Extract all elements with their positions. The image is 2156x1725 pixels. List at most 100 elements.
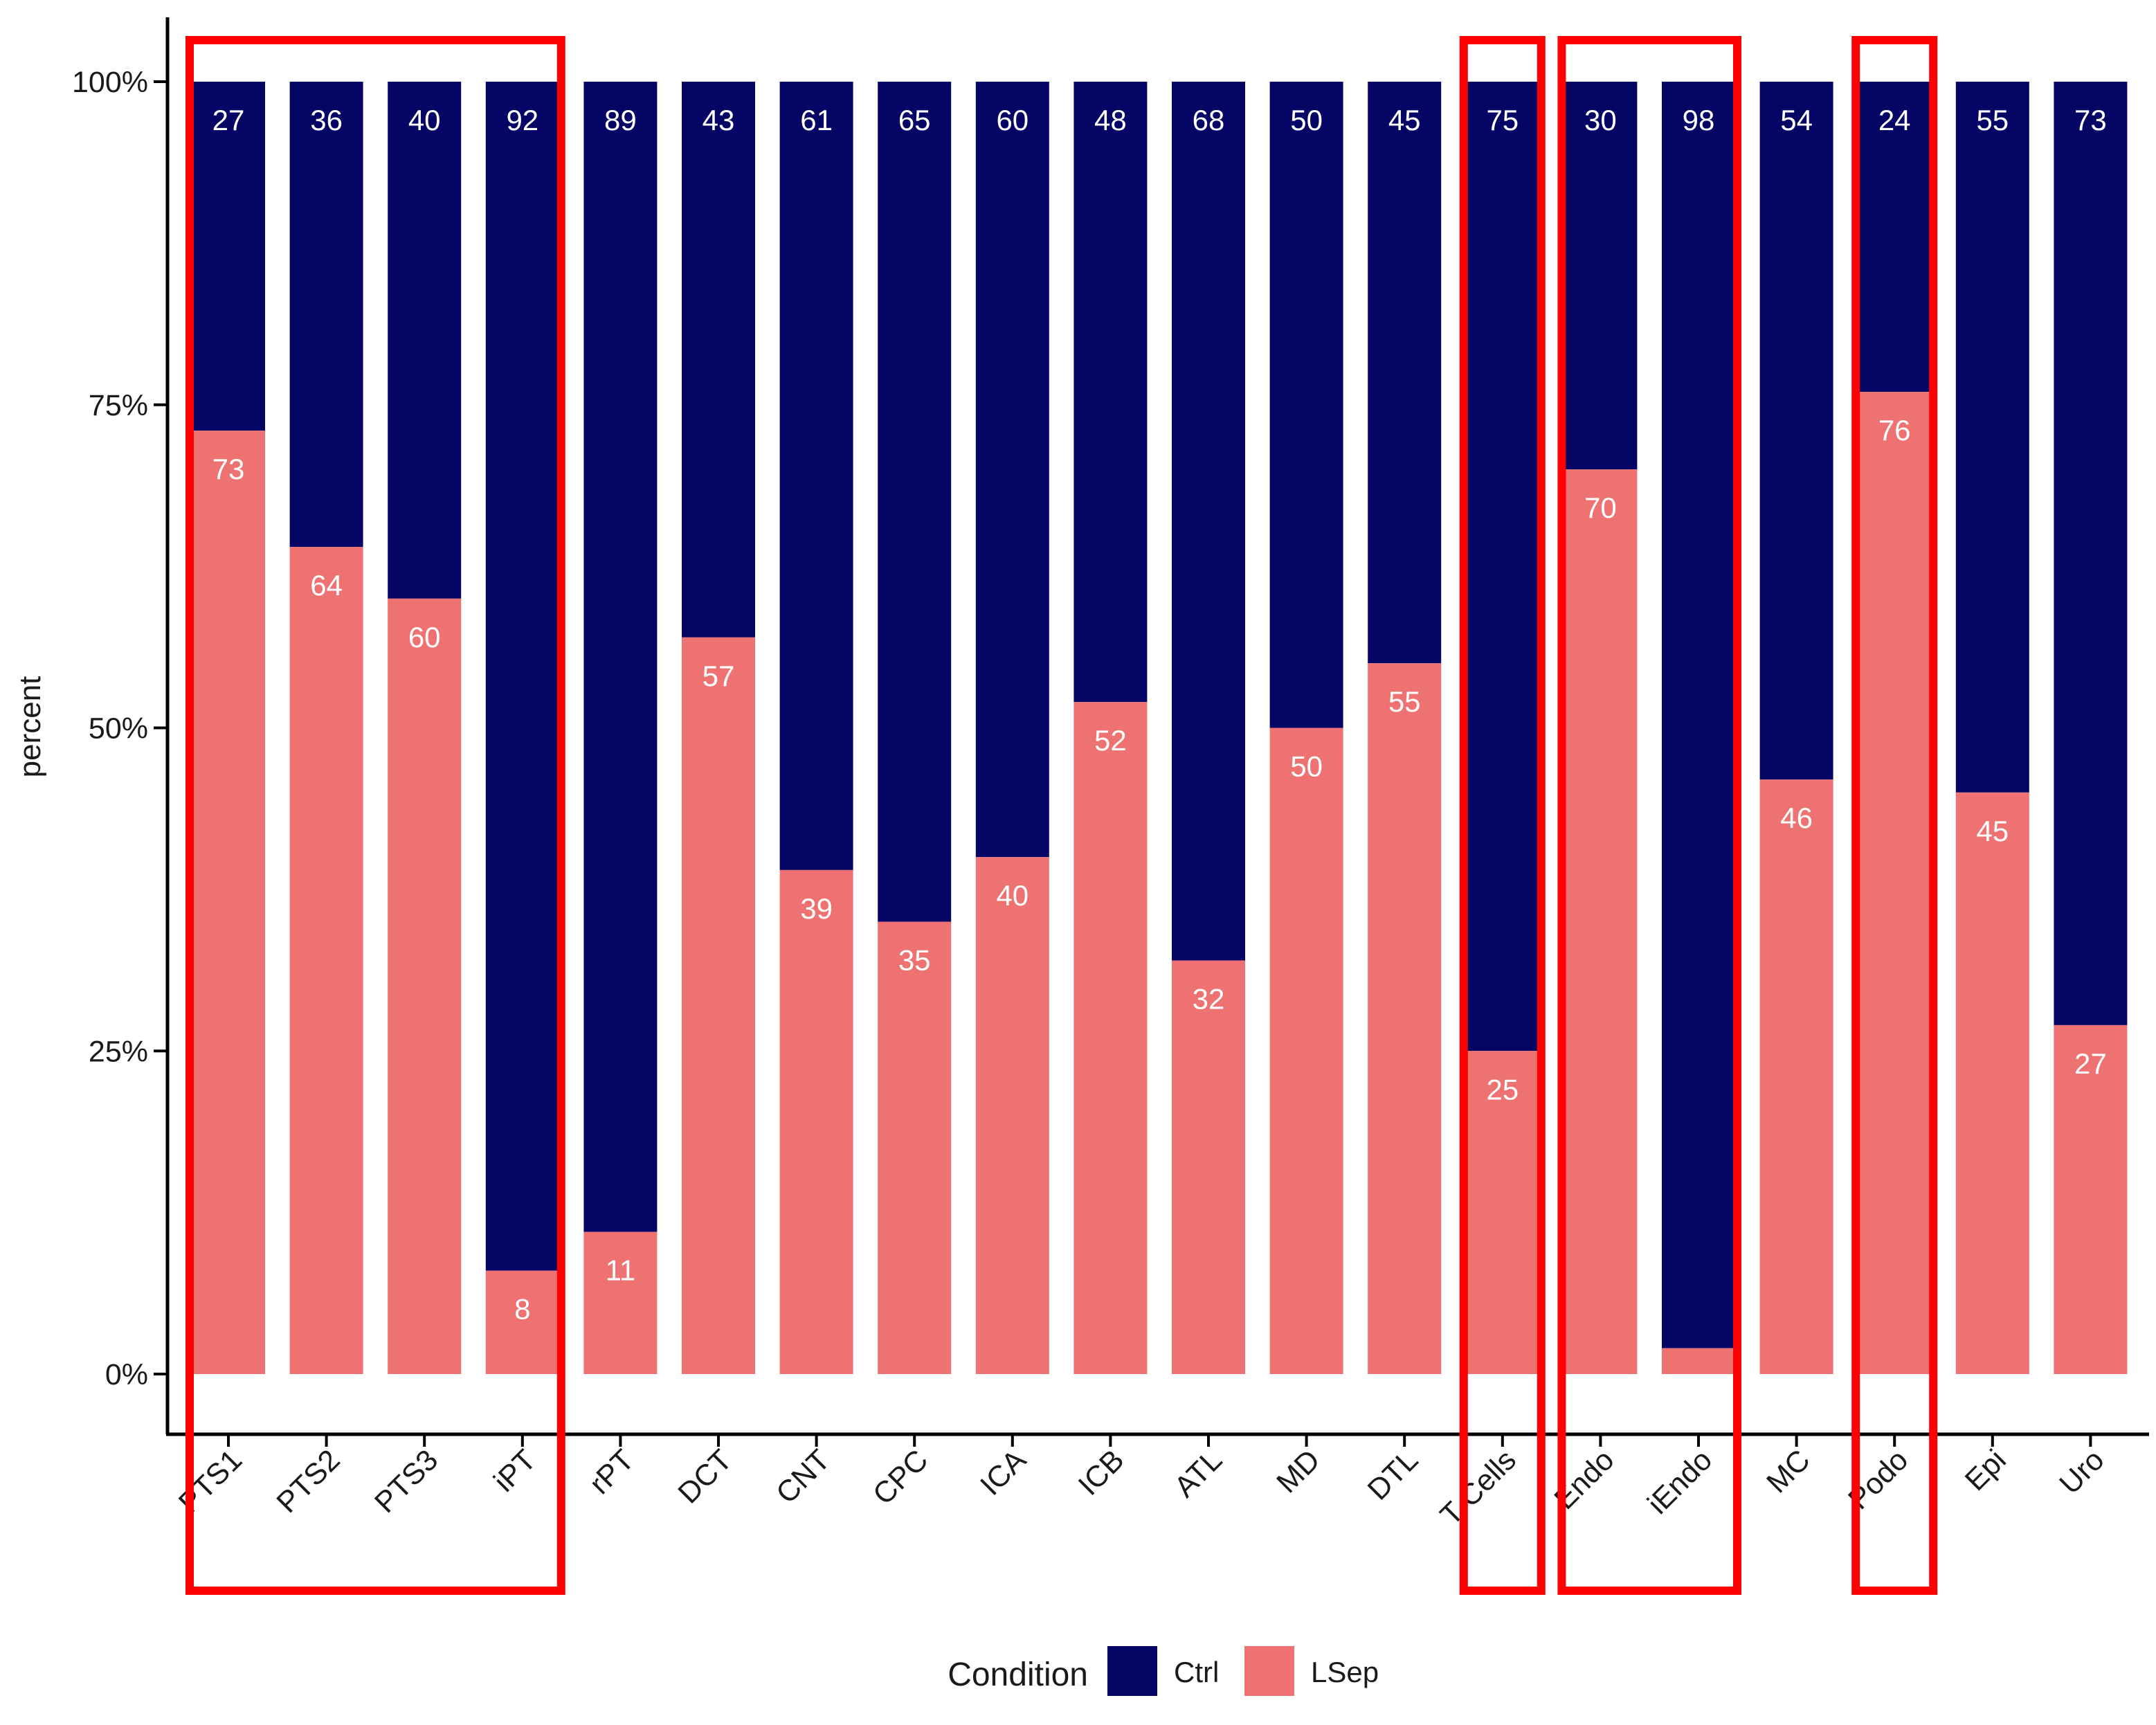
x-tick-label-cnt: CNT	[770, 1443, 836, 1510]
y-tick-label-3: 75%	[89, 389, 148, 422]
bar-lsep-pts1	[192, 431, 265, 1374]
bar-ctrl-podo	[1858, 82, 1932, 392]
highlight-box-4	[1851, 36, 1938, 1595]
bar-ctrl-dtl	[1368, 82, 1442, 664]
x-tick-label-uro: Uro	[2054, 1443, 2111, 1501]
legend: Condition Ctrl LSep	[948, 1646, 1379, 1696]
bar-lsep-rpt	[583, 1231, 658, 1374]
label-lsep-ipt: 8	[514, 1293, 530, 1326]
bar-lsep-epi	[1955, 792, 2029, 1374]
bar-ctrl-pts1	[192, 82, 265, 431]
label-ctrl-cpc: 65	[898, 104, 931, 136]
label-ctrl-podo: 24	[1878, 104, 1911, 136]
bar-lsep-t-cells	[1465, 1051, 1539, 1374]
bar-ctrl-rpt	[583, 82, 658, 1232]
bar-ctrl-iendo	[1662, 82, 1735, 1348]
highlight-box-3	[1557, 36, 1741, 1595]
legend-label-ctrl: Ctrl	[1174, 1656, 1219, 1688]
label-lsep-cpc: 35	[898, 944, 931, 977]
bar-lsep-uro	[2054, 1024, 2128, 1374]
label-ctrl-pts3: 40	[408, 104, 441, 136]
x-tick-label-mc: MC	[1760, 1443, 1816, 1499]
x-tick-label-iendo: iEndo	[1641, 1443, 1719, 1521]
legend-swatch-ctrl	[1107, 1646, 1157, 1696]
x-tick-label-rpt: rPT	[583, 1443, 641, 1501]
x-tick-label-t-cells: T Cells	[1434, 1443, 1523, 1532]
y-tick-label-4: 100%	[72, 66, 148, 99]
label-ctrl-endo: 30	[1584, 104, 1617, 136]
label-lsep-podo: 76	[1878, 414, 1911, 446]
label-ctrl-t-cells: 75	[1486, 104, 1519, 136]
label-ctrl-uro: 73	[2074, 104, 2107, 136]
bar-lsep-pts3	[388, 598, 462, 1374]
label-lsep-pts3: 60	[408, 621, 441, 653]
x-tick-label-pts1: PTS1	[172, 1443, 248, 1519]
label-ctrl-atl: 68	[1193, 104, 1225, 136]
bar-lsep-cpc	[878, 921, 952, 1374]
legend-swatch-lsep	[1244, 1646, 1294, 1696]
bar-ctrl-md	[1269, 82, 1343, 728]
x-tick-label-ipt: iPT	[487, 1443, 543, 1499]
label-lsep-rpt: 11	[606, 1254, 636, 1287]
y-axis-title: percent	[13, 676, 47, 778]
bar-lsep-ipt	[485, 1270, 559, 1374]
label-ctrl-ipt: 92	[506, 104, 538, 136]
label-lsep-pts2: 64	[310, 569, 343, 602]
x-tick-label-md: MD	[1270, 1443, 1326, 1499]
bar-lsep-ica	[975, 857, 1049, 1374]
bar-lsep-mc	[1759, 779, 1833, 1374]
legend-title: Condition	[948, 1656, 1088, 1693]
bar-ctrl-dct	[682, 82, 755, 638]
bar-lsep-dtl	[1368, 663, 1442, 1374]
label-lsep-mc: 46	[1780, 802, 1813, 834]
bar-ctrl-ica	[975, 82, 1049, 858]
y-tick-label-1: 25%	[89, 1035, 148, 1068]
bar-lsep-icb	[1074, 702, 1148, 1374]
axes-layer	[165, 17, 2149, 1436]
label-ctrl-cnt: 61	[800, 104, 833, 136]
label-lsep-uro: 27	[2074, 1047, 2107, 1080]
bar-lsep-podo	[1858, 392, 1932, 1374]
bar-ctrl-epi	[1955, 82, 2029, 793]
label-ctrl-dct: 43	[703, 104, 735, 136]
x-tick-label-epi: Epi	[1959, 1443, 2013, 1497]
x-tick-label-atl: ATL	[1168, 1443, 1229, 1503]
bar-ctrl-pts2	[289, 82, 363, 548]
x-tick-label-cpc: CPC	[867, 1443, 934, 1511]
label-ctrl-rpt: 89	[604, 104, 637, 136]
label-lsep-atl: 32	[1193, 983, 1225, 1015]
y-tick-label-0: 0%	[105, 1358, 148, 1391]
x-tick-label-dtl: DTL	[1361, 1443, 1424, 1506]
bar-lsep-cnt	[779, 869, 853, 1374]
bar-lsep-endo	[1564, 469, 1638, 1374]
label-ctrl-icb: 48	[1094, 104, 1127, 136]
y-ticks: 0% 25% 50% 75% 100%	[72, 66, 167, 1391]
x-tick-label-ica: ICA	[974, 1443, 1033, 1502]
label-lsep-endo: 70	[1584, 491, 1617, 524]
label-ctrl-ica: 60	[996, 104, 1029, 136]
label-lsep-epi: 45	[1976, 815, 2009, 847]
label-lsep-iendo: 2	[1690, 1371, 1706, 1403]
bar-ctrl-t-cells	[1465, 82, 1539, 1051]
bar-ctrl-ipt	[485, 82, 559, 1271]
bar-ctrl-cnt	[779, 82, 853, 870]
x-tick-label-dct: DCT	[672, 1443, 739, 1510]
bar-ctrl-icb	[1074, 82, 1148, 703]
x-tick-label-pts3: PTS3	[368, 1443, 444, 1519]
x-tick-label-icb: ICB	[1072, 1443, 1131, 1502]
bar-ctrl-endo	[1564, 82, 1638, 470]
bars-layer: 27 73 36 64 40 60 92 8 89 11 43 57 61 39 65 35 60 40 48 52 6…	[192, 82, 2128, 1403]
label-ctrl-dtl: 45	[1388, 104, 1421, 136]
bar-ctrl-cpc	[878, 82, 952, 922]
x-tick-label-pts2: PTS2	[271, 1443, 347, 1519]
bar-lsep-dct	[682, 637, 755, 1374]
bar-lsep-atl	[1172, 960, 1245, 1374]
label-lsep-icb: 52	[1094, 724, 1127, 757]
y-tick-label-2: 50%	[89, 712, 148, 746]
bar-lsep-iendo	[1662, 1348, 1735, 1374]
bar-ctrl-uro	[2054, 82, 2128, 1025]
highlight-box-1	[185, 36, 565, 1595]
label-ctrl-pts2: 36	[310, 104, 343, 136]
bar-ctrl-pts3	[388, 82, 462, 599]
